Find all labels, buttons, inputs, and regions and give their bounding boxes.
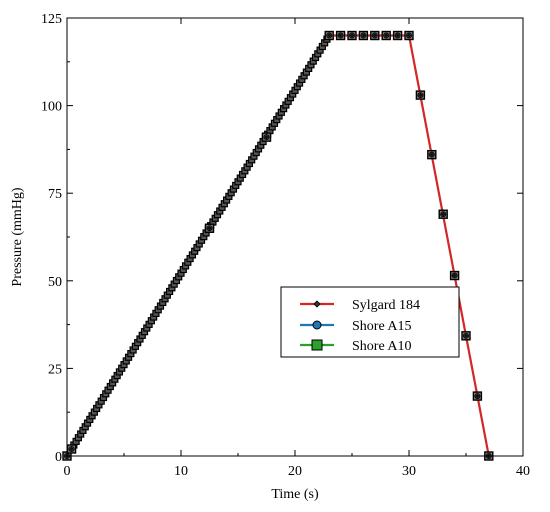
legend-item-shore-a15: Shore A15 bbox=[300, 319, 412, 334]
x-tick-label: 30 bbox=[402, 464, 416, 479]
data-point bbox=[449, 270, 460, 281]
data-point bbox=[335, 30, 346, 41]
x-axis-title: Time (s) bbox=[271, 487, 319, 502]
data-point bbox=[370, 30, 380, 41]
legend-label: Sylgard 184 bbox=[352, 298, 420, 313]
data-point bbox=[427, 149, 437, 160]
x-tick-label: 40 bbox=[516, 464, 530, 479]
y-tick-label: 100 bbox=[41, 100, 62, 115]
y-tick-label: 75 bbox=[48, 187, 62, 202]
x-tick-label: 20 bbox=[288, 464, 302, 479]
axes: 0 10 20 30 40 0 25 50 75 100 125 bbox=[41, 12, 530, 479]
series-line-sylgard-184 bbox=[66, 34, 490, 457]
legend-label: Shore A15 bbox=[352, 319, 412, 334]
y-axis-title: Pressure (mmHg) bbox=[10, 187, 25, 286]
legend-item-sylgard-184: Sylgard 184 bbox=[300, 298, 420, 313]
data-point bbox=[472, 391, 483, 401]
legend: Sylgard 184 Shore A15 Shore A10 bbox=[280, 286, 460, 358]
data-point bbox=[404, 30, 414, 41]
plot-area bbox=[62, 30, 494, 461]
series-line-shore-a15 bbox=[66, 34, 490, 457]
data-point bbox=[324, 30, 334, 41]
diamond-marker-icon bbox=[313, 300, 321, 308]
data-point bbox=[66, 444, 77, 454]
x-tick-label: 0 bbox=[64, 464, 71, 479]
circle-marker-icon bbox=[312, 320, 322, 330]
legend-item-shore-a10: Shore A10 bbox=[300, 339, 412, 354]
data-point bbox=[261, 132, 272, 142]
data-point bbox=[415, 90, 426, 100]
y-tick-label: 50 bbox=[48, 275, 62, 290]
series-line-shore-a10 bbox=[66, 34, 490, 457]
data-point bbox=[358, 30, 369, 41]
x-tick-label: 10 bbox=[174, 464, 188, 479]
data-point bbox=[438, 209, 448, 219]
y-tick-label: 125 bbox=[41, 12, 62, 27]
square-marker-icon bbox=[311, 339, 323, 351]
data-point bbox=[204, 223, 215, 233]
data-point bbox=[461, 331, 471, 341]
y-tick-label: 25 bbox=[48, 362, 62, 377]
data-point bbox=[392, 30, 403, 41]
data-point bbox=[347, 30, 357, 41]
legend-label: Shore A10 bbox=[352, 339, 412, 354]
y-tick-label: 0 bbox=[55, 450, 62, 465]
data-point bbox=[381, 30, 391, 41]
